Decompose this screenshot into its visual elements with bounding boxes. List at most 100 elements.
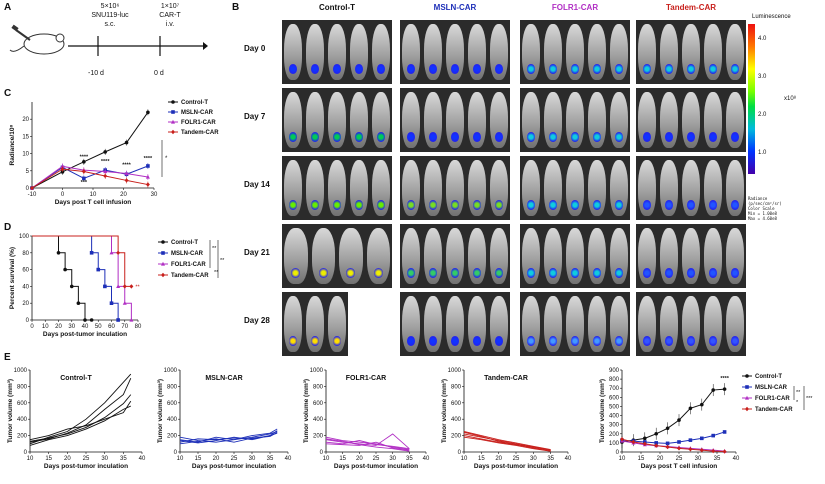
bioluminescence-signal — [289, 132, 297, 143]
x-axis-label: Days post-tumor inculation — [44, 463, 128, 470]
mouse — [339, 228, 363, 284]
data-point — [161, 251, 165, 255]
x-tick-label: 40 — [423, 456, 430, 462]
bioluminescence-signal — [407, 200, 415, 211]
x-tick-label: -10 — [28, 192, 37, 198]
data-point — [129, 317, 134, 322]
bioluminescence-signal — [593, 268, 601, 279]
route-sc: s.c. — [104, 21, 116, 28]
bioluminescence-signal — [549, 268, 557, 279]
mouse — [726, 92, 744, 148]
y-axis-label: Tumor volume (mm³) — [157, 379, 164, 443]
bioluminescence-signal — [333, 64, 341, 75]
bioluminescence-signal — [709, 132, 717, 143]
bioluminescence-signal — [311, 336, 319, 347]
individual-mouse-line — [463, 431, 551, 450]
y-tick-label: 0 — [24, 450, 28, 456]
ivis-image — [520, 88, 630, 152]
x-tick-label: 40 — [565, 456, 572, 462]
individual-mouse-line — [463, 431, 551, 451]
mouse — [424, 160, 442, 216]
sig-marker: **** — [101, 159, 110, 165]
bioluminescence-signal — [665, 268, 673, 279]
data-point — [745, 374, 749, 378]
timeline-t1: -10 d — [88, 70, 104, 77]
ivis-image — [282, 156, 392, 220]
mouse — [350, 24, 368, 80]
bioluminescence-signal — [593, 64, 601, 75]
bioluminescence-signal — [527, 336, 535, 347]
mouse — [372, 24, 390, 80]
x-tick-label: 40 — [82, 324, 89, 330]
mouse — [522, 92, 540, 148]
data-point — [745, 385, 749, 389]
bioluminescence-signal — [527, 132, 535, 143]
bioluminescence-signal — [407, 336, 415, 347]
y-tick-label: 1000 — [448, 368, 462, 374]
day-label: Day 0 — [244, 44, 266, 53]
scale-caption-line: Max = 4.60e8 — [748, 216, 777, 221]
bioluminescence-signal — [289, 64, 297, 75]
mouse — [468, 296, 486, 352]
y-tick-label: 100 — [19, 234, 30, 240]
mouse — [704, 92, 722, 148]
y-tick-label: 0 — [26, 186, 30, 192]
mouse-syringe-icon — [9, 24, 65, 55]
bioluminescence-signal — [665, 200, 673, 211]
mouse — [610, 92, 628, 148]
y-tick-label: 1000 — [310, 368, 324, 374]
y-tick-label: 0 — [174, 450, 178, 456]
mouse — [311, 228, 335, 284]
mouse — [446, 24, 464, 80]
data-point — [161, 240, 165, 244]
mouse — [490, 228, 508, 284]
group-header: Control-T — [319, 3, 355, 12]
mouse — [446, 296, 464, 352]
x-tick-label: 35 — [120, 456, 127, 462]
mouse — [704, 228, 722, 284]
bioluminescence-signal — [377, 64, 385, 75]
mouse — [372, 92, 390, 148]
data-point — [171, 100, 175, 104]
cart-name: CAR-T — [159, 12, 181, 19]
ivis-image — [520, 224, 630, 288]
cart-dose: 1×10⁷ — [160, 3, 180, 10]
bioluminescence-signal — [311, 64, 319, 75]
bioluminescence-signal — [346, 268, 356, 279]
y-tick-label: 900 — [609, 368, 620, 374]
y-tick-label: 400 — [167, 417, 178, 423]
data-point — [161, 261, 165, 266]
mouse — [446, 160, 464, 216]
y-axis-label: Radiance/10⁸ — [9, 124, 16, 165]
panel-c-letter: C — [4, 88, 12, 99]
bioluminescence-signal — [549, 200, 557, 211]
mouse — [490, 24, 508, 80]
ivis-image — [636, 224, 746, 288]
x-tick-label: 10 — [619, 456, 626, 462]
mouse — [660, 24, 678, 80]
y-axis-label: Tumor volume (mm³) — [599, 379, 606, 443]
x-tick-label: 25 — [513, 456, 520, 462]
day-label: Day 14 — [244, 180, 270, 189]
ivis-image — [520, 156, 630, 220]
ivis-image — [636, 292, 746, 356]
x-tick-label: 20 — [55, 324, 62, 330]
data-point — [722, 449, 727, 454]
mouse — [522, 160, 540, 216]
series-line — [31, 165, 149, 189]
y-tick-label: 800 — [17, 384, 28, 390]
x-tick-label: 30 — [389, 456, 396, 462]
timeline-label-1: 5×10⁶ SNU119-luc s.c. — [80, 2, 140, 29]
x-tick-label: 80 — [135, 324, 142, 330]
x-tick-label: 25 — [676, 456, 683, 462]
mouse — [402, 160, 420, 216]
mouse — [284, 228, 308, 284]
mouse — [566, 24, 584, 80]
bioluminescence-signal — [643, 268, 651, 279]
data-point — [122, 301, 127, 305]
legend-label: Tandem-CAR — [171, 273, 209, 279]
series-line — [621, 431, 725, 444]
mouse — [522, 296, 540, 352]
group-header: FOLR1-CAR — [551, 3, 599, 12]
